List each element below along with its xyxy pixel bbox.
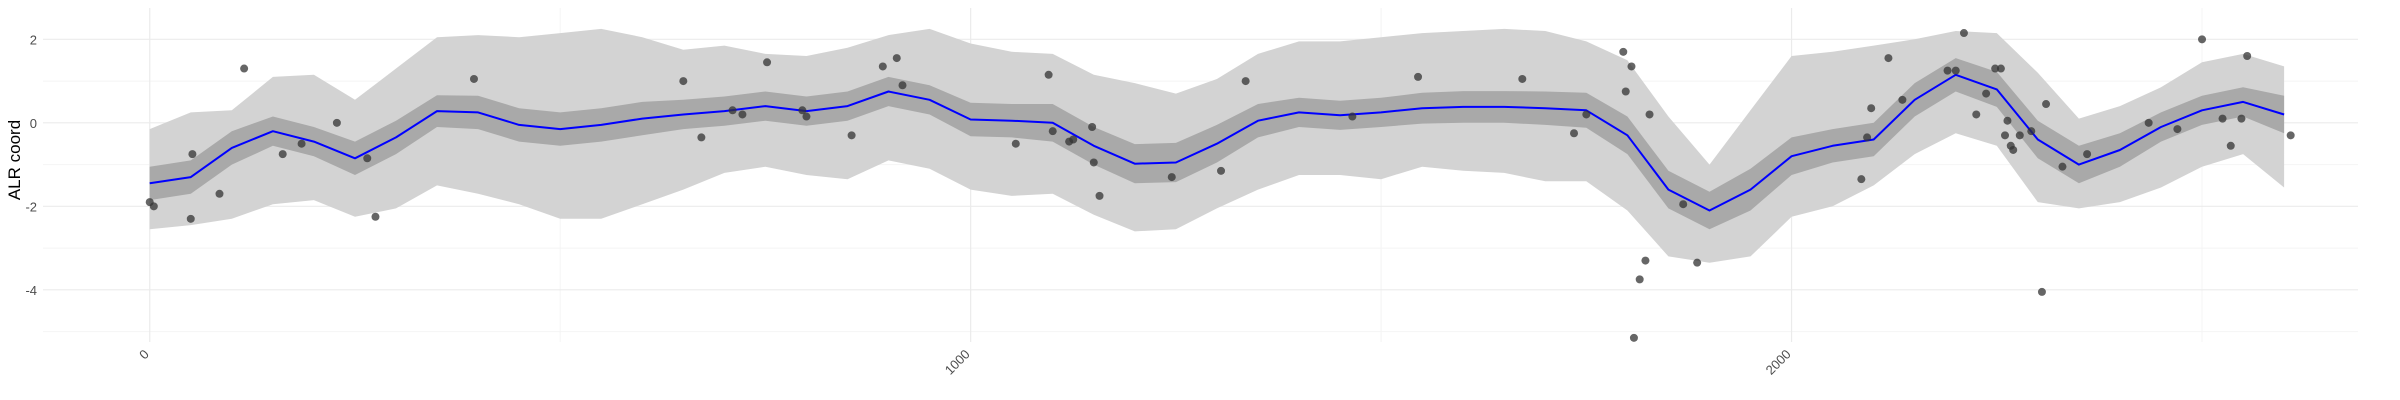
- data-point: [1048, 127, 1057, 136]
- data-point: [1518, 74, 1527, 83]
- data-point: [847, 131, 856, 140]
- data-point: [763, 58, 772, 67]
- data-point: [1996, 64, 2005, 73]
- data-point: [1582, 110, 1591, 119]
- data-point: [2237, 114, 2246, 123]
- data-point: [1348, 112, 1357, 121]
- data-point: [1867, 104, 1876, 113]
- data-point: [1982, 89, 1991, 98]
- data-point: [1621, 87, 1630, 96]
- data-point: [1570, 129, 1579, 138]
- data-point: [2226, 141, 2235, 150]
- data-point: [469, 74, 478, 83]
- data-point: [798, 106, 807, 115]
- data-point: [1089, 158, 1098, 167]
- data-point: [1627, 62, 1636, 71]
- data-point: [878, 62, 887, 71]
- data-point: [1044, 70, 1053, 79]
- data-point: [2083, 150, 2092, 159]
- data-point: [1863, 133, 1872, 142]
- data-point: [2009, 145, 2018, 154]
- smooth-line-layer: [149, 73, 2285, 212]
- data-point: [2058, 162, 2067, 171]
- data-point: [1641, 256, 1650, 265]
- data-point: [892, 54, 901, 63]
- data-point: [2001, 131, 2010, 140]
- data-point: [2003, 116, 2012, 125]
- data-point: [728, 106, 737, 115]
- data-point: [215, 189, 224, 198]
- data-point: [738, 110, 747, 119]
- data-point: [186, 214, 195, 223]
- data-point: [1629, 333, 1638, 342]
- y-tick-label: -4: [25, 283, 37, 298]
- data-point: [1951, 66, 1960, 75]
- data-point: [1645, 110, 1654, 119]
- data-point: [2042, 100, 2051, 109]
- data-point: [1241, 77, 1250, 86]
- data-point: [679, 77, 688, 86]
- y-tick-label: -2: [25, 199, 37, 214]
- data-point: [1217, 166, 1226, 175]
- data-point: [802, 112, 811, 121]
- data-points: [145, 29, 2295, 342]
- data-point: [2015, 131, 2024, 140]
- y-axis-title: ALR coord: [5, 120, 24, 200]
- data-point: [1635, 275, 1644, 284]
- data-point: [278, 150, 287, 159]
- data-point: [240, 64, 249, 73]
- data-point: [697, 133, 706, 142]
- data-point: [1857, 175, 1866, 184]
- data-point: [363, 154, 372, 163]
- data-point: [2286, 131, 2295, 140]
- data-point: [1069, 135, 1078, 144]
- data-point: [2243, 52, 2252, 61]
- data-point: [1693, 258, 1702, 267]
- data-point: [1619, 47, 1628, 56]
- data-point: [1991, 64, 2000, 73]
- data-point: [371, 212, 380, 221]
- y-tick-label: 0: [30, 116, 37, 131]
- data-point: [898, 81, 907, 90]
- data-point: [1898, 95, 1907, 104]
- data-point: [1972, 110, 1981, 119]
- data-point: [1414, 72, 1423, 81]
- data-point: [1088, 122, 1097, 131]
- smooth-line: [149, 73, 2285, 212]
- data-point: [1167, 173, 1176, 182]
- data-point: [2027, 127, 2036, 136]
- data-point: [2173, 125, 2182, 134]
- data-point: [188, 150, 197, 159]
- data-point: [297, 139, 306, 148]
- data-point: [1679, 200, 1688, 209]
- data-point: [149, 202, 158, 211]
- data-point: [1943, 66, 1952, 75]
- data-point: [2218, 114, 2227, 123]
- data-point: [332, 118, 341, 127]
- y-tick-label: 2: [30, 32, 37, 47]
- data-point: [1095, 191, 1104, 200]
- data-point: [2198, 35, 2207, 44]
- data-point: [1884, 54, 1893, 63]
- data-point: [2037, 287, 2046, 296]
- y-axis-ticks: -4 -2 0 2: [25, 32, 37, 298]
- data-point: [1959, 29, 1968, 38]
- data-point: [2144, 118, 2153, 127]
- data-point: [1011, 139, 1020, 148]
